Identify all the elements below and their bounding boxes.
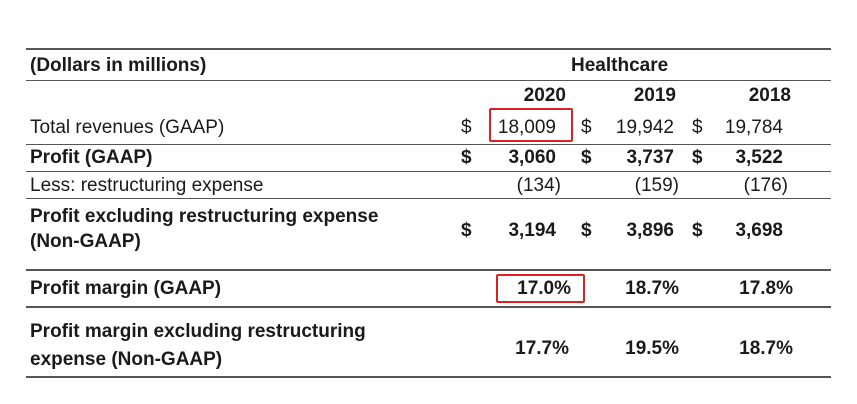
row-rule (26, 144, 831, 145)
currency-sign: $ (692, 220, 703, 241)
profit-excl-2020: 3,194 (508, 220, 556, 241)
currency-sign: $ (581, 117, 592, 138)
row-rule (26, 171, 831, 172)
year-2018: 2018 (748, 85, 791, 106)
margin-excl-2019: 19.5% (625, 338, 679, 359)
margin-excl-label-line1: Profit margin excluding restructuring (30, 321, 366, 342)
total-revenues-2018: 19,784 (724, 117, 783, 138)
bottom-rule (26, 376, 831, 378)
currency-sign: $ (692, 117, 703, 138)
currency-sign: $ (692, 147, 703, 168)
profit-excl-label-line2: (Non-GAAP) (30, 231, 141, 252)
total-revenues-2020: 18,009 (497, 117, 556, 138)
currency-sign: $ (581, 147, 592, 168)
currency-sign: $ (461, 147, 472, 168)
highlight-box (489, 108, 573, 142)
profit-excl-2018: 3,698 (735, 220, 783, 241)
units-label: (Dollars in millions) (30, 55, 207, 76)
profit-2019: 3,737 (626, 147, 674, 168)
restructuring-2018: (176) (743, 175, 788, 196)
profit-2018: 3,522 (735, 147, 783, 168)
row-rule (26, 269, 831, 271)
row-rule (26, 198, 831, 199)
profit-excl-label-line1: Profit excluding restructuring expense (30, 206, 379, 227)
margin-excl-2020: 17.7% (515, 338, 569, 359)
margin-2020: 17.0% (517, 278, 571, 299)
total-revenues-2019: 19,942 (615, 117, 674, 138)
currency-sign: $ (461, 117, 472, 138)
row-rule (26, 306, 831, 308)
highlight-box (496, 274, 585, 303)
top-rule (26, 48, 831, 50)
restructuring-2020: (134) (516, 175, 561, 196)
margin-2018: 17.8% (739, 278, 793, 299)
restructuring-label: Less: restructuring expense (30, 175, 264, 196)
financial-table: (Dollars in millions) Healthcare 2020 20… (26, 48, 831, 378)
year-2019: 2019 (633, 85, 676, 106)
profit-label: Profit (GAAP) (30, 147, 153, 168)
profit-2020: 3,060 (508, 147, 556, 168)
year-2020: 2020 (523, 85, 566, 106)
margin-excl-2018: 18.7% (739, 338, 793, 359)
profit-excl-2019: 3,896 (626, 220, 674, 241)
margin-label: Profit margin (GAAP) (30, 278, 222, 299)
header-rule (26, 80, 831, 81)
restructuring-2019: (159) (634, 175, 679, 196)
margin-2019: 18.7% (625, 278, 679, 299)
segment-heading: Healthcare (571, 55, 669, 76)
margin-excl-label-line2: expense (Non-GAAP) (30, 349, 223, 370)
currency-sign: $ (581, 220, 592, 241)
total-revenues-label: Total revenues (GAAP) (30, 117, 225, 138)
currency-sign: $ (461, 220, 472, 241)
